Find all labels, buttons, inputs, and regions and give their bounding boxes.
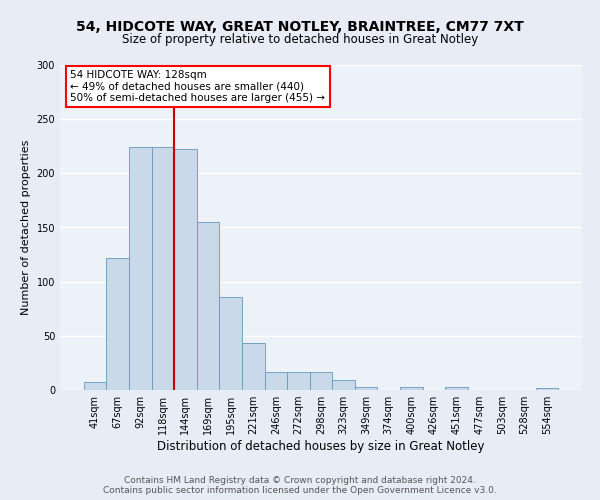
Bar: [355, 387, 377, 390]
Bar: [265, 372, 287, 390]
X-axis label: Distribution of detached houses by size in Great Notley: Distribution of detached houses by size …: [157, 440, 485, 453]
Text: 54, HIDCOTE WAY, GREAT NOTLEY, BRAINTREE, CM77 7XT: 54, HIDCOTE WAY, GREAT NOTLEY, BRAINTREE…: [76, 20, 524, 34]
Bar: [152, 148, 174, 390]
Bar: [536, 388, 558, 390]
Bar: [242, 344, 265, 390]
Bar: [197, 222, 220, 390]
Bar: [445, 387, 468, 390]
Bar: [84, 382, 106, 390]
Text: Contains HM Land Registry data © Crown copyright and database right 2024.
Contai: Contains HM Land Registry data © Crown c…: [103, 476, 497, 495]
Bar: [174, 150, 197, 390]
Text: Size of property relative to detached houses in Great Notley: Size of property relative to detached ho…: [122, 32, 478, 46]
Bar: [220, 297, 242, 390]
Bar: [332, 380, 355, 390]
Bar: [129, 148, 152, 390]
Bar: [310, 372, 332, 390]
Text: 54 HIDCOTE WAY: 128sqm
← 49% of detached houses are smaller (440)
50% of semi-de: 54 HIDCOTE WAY: 128sqm ← 49% of detached…: [70, 70, 325, 103]
Bar: [106, 258, 129, 390]
Y-axis label: Number of detached properties: Number of detached properties: [21, 140, 31, 315]
Bar: [287, 372, 310, 390]
Bar: [400, 387, 422, 390]
